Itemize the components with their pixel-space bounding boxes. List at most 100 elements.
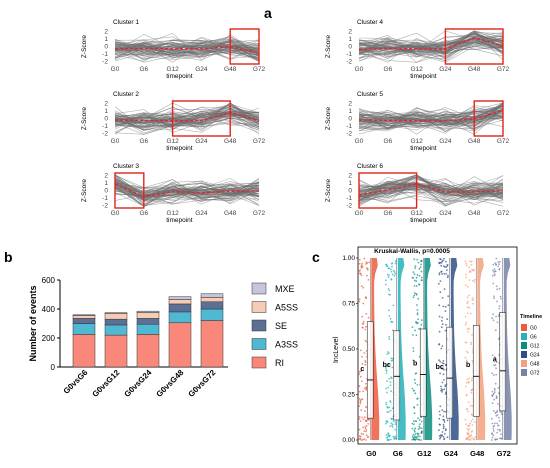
data-point xyxy=(418,267,421,270)
data-point xyxy=(470,379,473,382)
y-tick-label: 1 xyxy=(104,180,108,187)
data-point xyxy=(438,282,440,285)
cluster-title: Cluster 1 xyxy=(113,19,139,26)
data-point xyxy=(385,263,388,266)
data-point xyxy=(418,274,421,277)
data-point xyxy=(390,320,393,323)
y-tick-label: 0.50 xyxy=(342,346,355,353)
trajectory-line xyxy=(114,41,260,55)
data-point xyxy=(386,380,388,382)
data-point xyxy=(491,390,494,393)
data-point xyxy=(412,347,415,349)
data-point xyxy=(358,300,361,303)
y-tick-label: 0.00 xyxy=(342,437,355,444)
data-point xyxy=(359,269,361,272)
data-point xyxy=(360,266,363,269)
data-point xyxy=(363,438,366,440)
x-tick-label: G0vsG6 xyxy=(62,368,90,396)
data-point xyxy=(417,428,420,430)
legend-label: SE xyxy=(275,321,287,331)
data-point xyxy=(438,261,440,264)
data-point xyxy=(464,323,467,326)
y-tick-label: 1 xyxy=(348,180,352,187)
data-point xyxy=(471,334,473,336)
data-point xyxy=(358,373,361,375)
data-point xyxy=(498,268,501,271)
x-tick-label: G48 xyxy=(468,210,481,217)
data-point xyxy=(466,312,469,315)
data-point xyxy=(443,421,446,423)
legend-label: G48 xyxy=(530,362,540,368)
data-point xyxy=(464,385,467,388)
data-point xyxy=(367,269,369,271)
data-point xyxy=(412,277,415,279)
data-point xyxy=(365,386,368,388)
data-point xyxy=(439,405,442,408)
data-point xyxy=(394,435,397,438)
data-point xyxy=(492,393,495,395)
mean-trend-line xyxy=(358,183,504,196)
data-point xyxy=(391,366,394,369)
data-point xyxy=(413,389,415,392)
bar-segment-mxe xyxy=(72,314,96,316)
data-point xyxy=(492,313,494,316)
data-point xyxy=(492,319,495,322)
data-point xyxy=(360,409,363,411)
data-point xyxy=(471,299,474,301)
data-point xyxy=(468,279,471,281)
data-point xyxy=(413,285,416,287)
x-tick-label: G6 xyxy=(383,210,392,217)
data-point xyxy=(500,413,503,416)
data-point xyxy=(471,279,474,282)
data-point xyxy=(498,305,501,308)
data-point xyxy=(414,329,416,332)
y-axis-label: Z-Score xyxy=(81,107,88,131)
data-point xyxy=(464,273,467,276)
data-point xyxy=(390,262,393,265)
data-point xyxy=(416,258,419,261)
legend-swatch xyxy=(251,356,267,369)
data-point xyxy=(492,410,495,412)
data-point xyxy=(439,258,442,261)
data-point xyxy=(495,411,497,414)
y-tick-label: 1 xyxy=(104,108,108,115)
bar-segment-a3ss xyxy=(136,323,160,335)
data-point xyxy=(412,296,415,299)
data-point xyxy=(466,302,469,305)
x-tick-label: G0vsG12 xyxy=(91,368,122,399)
data-point xyxy=(472,302,474,305)
data-point xyxy=(394,262,397,265)
data-point xyxy=(359,420,362,422)
highlight-box xyxy=(358,172,418,209)
legend-swatch xyxy=(251,282,267,295)
data-point xyxy=(411,387,414,390)
y-axis-label: Z-Score xyxy=(81,35,88,59)
data-point xyxy=(420,263,423,266)
mean-trend-line xyxy=(358,37,504,51)
data-point xyxy=(388,377,391,380)
cluster-title: Cluster 6 xyxy=(357,163,383,170)
data-point xyxy=(469,312,472,315)
data-point xyxy=(465,350,468,353)
significance-letter: c xyxy=(360,366,364,373)
data-point xyxy=(471,437,473,439)
data-point xyxy=(439,372,441,375)
x-tick-label: G72 xyxy=(253,138,266,145)
data-point xyxy=(472,438,475,441)
data-point xyxy=(358,385,361,388)
data-point xyxy=(413,412,416,415)
data-point xyxy=(494,364,497,366)
data-point xyxy=(464,260,467,262)
data-point xyxy=(469,436,471,439)
data-point xyxy=(365,425,368,427)
mean-trend-line xyxy=(114,46,260,54)
data-point xyxy=(394,423,397,425)
x-tick-label: G6 xyxy=(139,210,148,217)
significance-letter: bc xyxy=(383,362,391,369)
x-axis-label: timepoint xyxy=(166,73,193,80)
legend-label: G0 xyxy=(530,326,537,332)
data-point xyxy=(440,388,443,390)
y-tick-label: -1 xyxy=(346,123,352,130)
data-point xyxy=(362,320,365,323)
data-point xyxy=(467,331,469,333)
